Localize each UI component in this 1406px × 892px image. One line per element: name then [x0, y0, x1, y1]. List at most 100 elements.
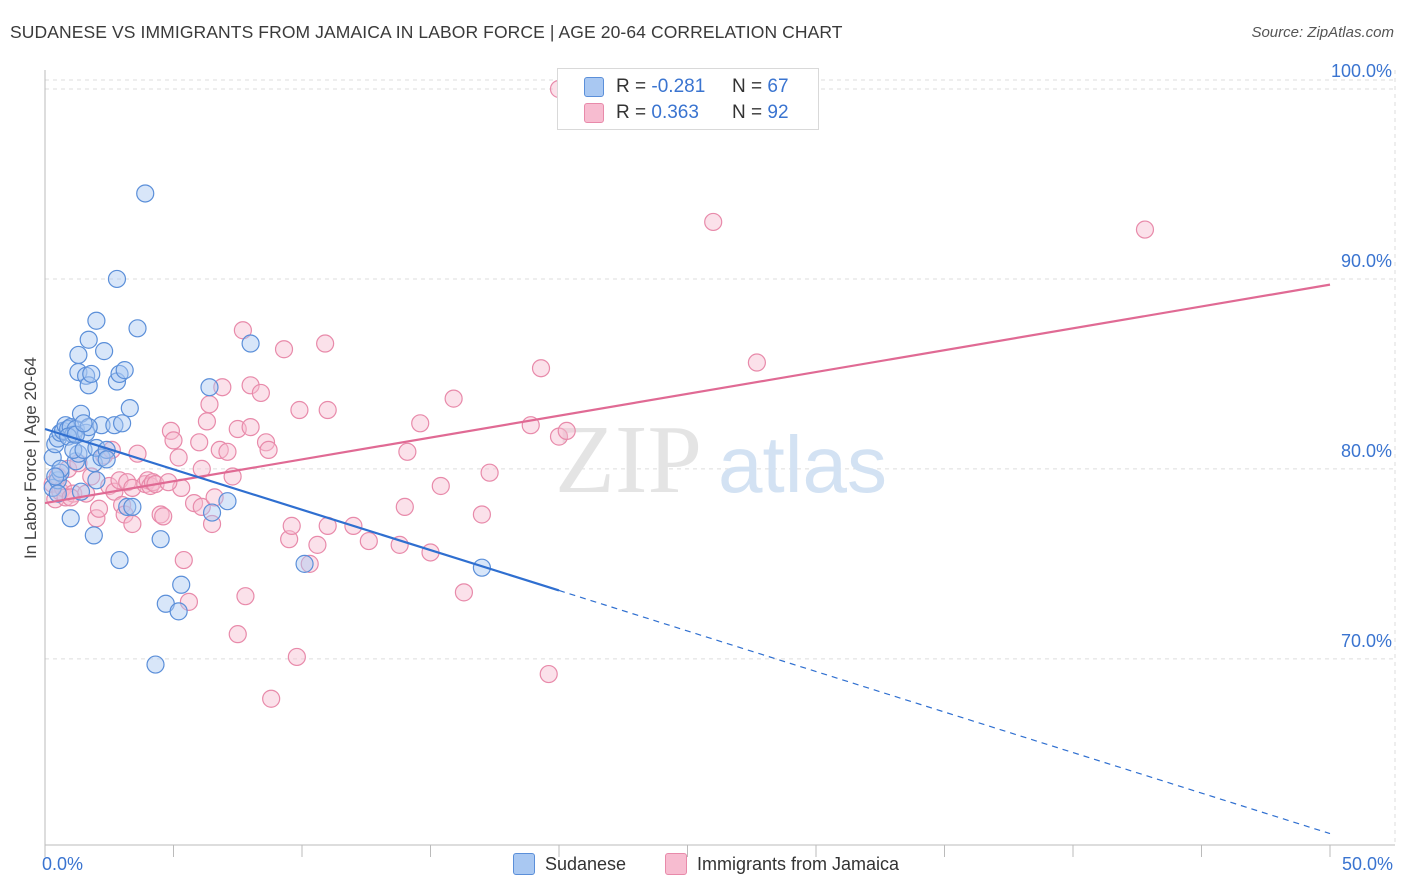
- x-tick-label-1: 50.0%: [1342, 854, 1393, 874]
- sudanese-point-49: [128, 319, 147, 338]
- legend-r-jamaica: R = 0.363: [616, 102, 699, 123]
- watermark: ZIP atlas: [555, 406, 887, 514]
- sudanese-point-14: [61, 509, 80, 528]
- source-label: Source: ZipAtlas.com: [1251, 24, 1394, 41]
- legend-swatch-sudanese-bottom: [513, 853, 535, 875]
- jamaica-point-65: [308, 535, 327, 554]
- jamaica-point-20: [118, 473, 137, 492]
- jamaica-point-73: [395, 497, 414, 516]
- sudanese-point-19: [64, 440, 83, 460]
- correlation-legend: R = -0.281 N = 67 R = 0.363 N = 92: [557, 68, 819, 130]
- sudanese-point-56: [200, 378, 219, 397]
- jamaica-point-87: [704, 212, 723, 232]
- jamaica-point-72: [398, 442, 417, 461]
- jamaica-point-60: [280, 530, 299, 549]
- y-tick-label-3: 100.0%: [1331, 61, 1392, 81]
- sudanese-point-52: [151, 530, 170, 549]
- sudanese-point-58: [218, 492, 237, 511]
- sudanese-point-63: [46, 467, 65, 486]
- watermark-zip: ZIP: [555, 406, 702, 514]
- jamaica-point-55: [251, 383, 270, 403]
- jamaica-point-41: [197, 412, 217, 431]
- watermark-atlas: atlas: [718, 420, 887, 509]
- trend-line-jamaica: [44, 283, 1331, 505]
- legend-item-jamaica: Immigrants from Jamaica: [665, 852, 899, 876]
- legend-label-jamaica: Immigrants from Jamaica: [697, 853, 900, 874]
- jamaica-point-39: [192, 497, 211, 516]
- sudanese-point-50: [136, 184, 155, 203]
- sudanese-point-65: [74, 414, 93, 433]
- sudanese-point-59: [241, 334, 260, 353]
- sudanese-point-37: [95, 342, 114, 361]
- sudanese-point-44: [110, 550, 129, 570]
- legend-n-sudanese: N = 67: [732, 76, 789, 97]
- y-tick-label-1: 80.0%: [1341, 441, 1392, 461]
- sudanese-point-29: [87, 311, 106, 330]
- tick-labels: 70.0% 80.0% 90.0% 100.0% 0.0% 50.0%: [42, 61, 1393, 874]
- jamaica-point-12: [89, 499, 109, 518]
- x-tick-label-0: 0.0%: [42, 854, 83, 874]
- jamaica-point-67: [318, 400, 337, 420]
- sudanese-point-47: [120, 399, 139, 418]
- jamaica-point-77: [444, 389, 463, 408]
- sudanese-point-24: [69, 345, 88, 365]
- jamaica-point-70: [359, 531, 378, 551]
- jamaica-point-22: [123, 514, 142, 534]
- jamaica-point-38: [190, 433, 209, 452]
- trend-line-sudanese: [44, 427, 560, 592]
- jamaica-point-64: [300, 554, 319, 573]
- jamaica-point-29: [151, 505, 170, 524]
- jamaica-point-88: [747, 353, 766, 372]
- sudanese-point-32: [84, 526, 103, 545]
- jamaica-point-63: [290, 400, 309, 420]
- sudanese-point-48: [123, 497, 142, 516]
- jamaica-point-30: [154, 507, 173, 526]
- sudanese-point-45: [112, 414, 132, 433]
- sudanese-point-57: [202, 503, 222, 522]
- jamaica-point-74: [411, 414, 430, 433]
- chart-title: SUDANESE VS IMMIGRANTS FROM JAMAICA IN L…: [10, 22, 843, 42]
- jamaica-point-59: [274, 340, 294, 359]
- jamaica-point-79: [472, 505, 491, 524]
- sudanese-point-60: [295, 554, 314, 573]
- sudanese-point-55: [172, 575, 191, 594]
- jamaica-point-80: [480, 463, 499, 482]
- sudanese-point-38: [97, 450, 116, 469]
- jamaica-point-46: [213, 378, 232, 397]
- sudanese-point-46: [118, 497, 137, 516]
- legend-r-sudanese: R = -0.281: [616, 76, 706, 97]
- legend-n-jamaica: N = 92: [732, 102, 789, 123]
- legend-label-sudanese: Sudanese: [545, 853, 627, 874]
- legend-swatch-sudanese: [584, 77, 604, 97]
- jamaica-point-82: [531, 359, 551, 378]
- y-axis-label: In Labor Force | Age 20-64: [21, 357, 40, 559]
- jamaica-point-32: [164, 431, 183, 450]
- y-tick-label-0: 70.0%: [1341, 631, 1392, 651]
- sudanese-point-27: [82, 364, 101, 384]
- sudanese-point-26: [79, 376, 98, 395]
- axes: [44, 70, 1395, 857]
- y-tick-label-2: 90.0%: [1341, 251, 1392, 271]
- jamaica-point-35: [174, 550, 193, 570]
- jamaica-point-58: [262, 689, 281, 708]
- sudanese-point-28: [79, 330, 98, 349]
- legend-swatch-jamaica-bottom: [665, 853, 687, 875]
- jamaica-point-50: [228, 625, 247, 644]
- jamaica-point-85: [557, 421, 576, 441]
- jamaica-point-83: [539, 664, 558, 684]
- jamaica-point-47: [218, 442, 237, 461]
- legend-swatch-jamaica: [584, 103, 604, 123]
- sudanese-point-42: [115, 361, 134, 380]
- jamaica-point-62: [287, 647, 306, 667]
- jamaica-point-42: [200, 395, 219, 414]
- jamaica-point-57: [259, 440, 278, 460]
- jamaica-point-54: [241, 376, 260, 395]
- jamaica-point-33: [169, 448, 188, 467]
- jamaica-point-89: [1135, 220, 1155, 239]
- sudanese-point-51: [146, 655, 165, 674]
- jamaica-point-76: [431, 476, 450, 496]
- jamaica-point-78: [454, 583, 474, 602]
- trend-line-sudanese-extrapolated: [558, 589, 1331, 835]
- sudanese-point-66: [472, 558, 491, 577]
